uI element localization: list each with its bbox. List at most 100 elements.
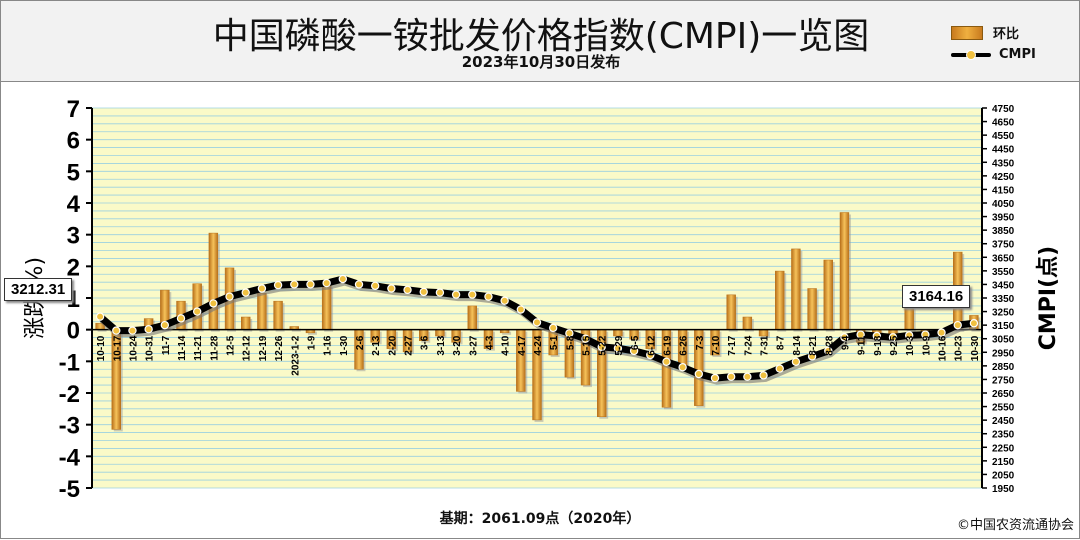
right-tick-label: 2850: [992, 362, 1015, 373]
category-label: 3-27: [468, 335, 479, 355]
category-label: 6-19: [662, 335, 673, 355]
right-tick-label: 3950: [992, 213, 1015, 224]
cmpi-point: [95, 312, 105, 321]
legend: 环比 CMPI: [951, 21, 1061, 71]
cmpi-point: [904, 331, 914, 340]
category-label: 10-31: [145, 335, 156, 361]
category-label: 1-30: [339, 335, 350, 355]
cmpi-point: [112, 326, 121, 335]
left-tick-label: 7: [67, 96, 80, 123]
cmpi-point: [613, 344, 623, 353]
category-label: 9-4: [840, 335, 851, 350]
category-label: 11-7: [161, 335, 172, 355]
bar-swatch-icon: [951, 25, 983, 40]
right-tick-label: 2450: [992, 416, 1015, 427]
cmpi-point: [209, 299, 218, 308]
right-tick-label: 3650: [992, 253, 1015, 264]
category-label: 10-10: [96, 335, 107, 361]
category-label: 8-21: [808, 335, 819, 355]
right-tick-label: 2150: [992, 457, 1015, 468]
category-label: 6-12: [646, 335, 657, 355]
legend-item-line: CMPI: [951, 47, 1036, 62]
category-label: 4-17: [517, 335, 528, 355]
chart-subtitle: 2023年10月30日发布: [461, 53, 621, 71]
bar: [791, 248, 801, 330]
category-label: 10-30: [970, 335, 981, 361]
right-axis-label: CMPI(点): [1035, 246, 1061, 350]
cmpi-point: [354, 280, 364, 289]
category-label: 5-22: [598, 335, 609, 355]
cmpi-point: [306, 280, 315, 289]
category-label: 10-24: [128, 335, 139, 361]
cmpi-point: [629, 346, 639, 356]
cmpi-point: [678, 363, 687, 372]
cmpi-point: [775, 364, 784, 373]
left-tick-label: 3: [67, 223, 80, 250]
left-tick-label: 0: [67, 318, 80, 345]
category-label: 2023-1-2: [290, 335, 301, 375]
cmpi-point: [370, 281, 380, 290]
category-label: 10-23: [954, 335, 965, 361]
right-tick-label: 3250: [992, 308, 1015, 319]
right-tick-label: 3550: [992, 267, 1015, 278]
left-tick-label: -5: [59, 476, 80, 503]
right-tick-label: 1950: [992, 484, 1015, 495]
end-value-callout: 3164.16: [902, 285, 971, 308]
left-tick-label: 4: [67, 191, 81, 218]
right-tick-label: 2650: [992, 389, 1015, 400]
category-label: 8-7: [776, 335, 787, 350]
category-label: 2-20: [387, 335, 398, 355]
cmpi-point: [548, 323, 558, 333]
category-label: 8-14: [792, 335, 803, 355]
cmpi-point: [532, 318, 542, 327]
bar-shadow: [502, 331, 512, 335]
cmpi-point: [322, 278, 331, 288]
cmpi-point: [500, 296, 509, 305]
category-label: 9-25: [889, 335, 900, 355]
bar: [726, 294, 736, 330]
right-tick-label: 4650: [992, 118, 1015, 129]
bar: [807, 288, 817, 330]
category-label: 4-10: [501, 335, 512, 355]
right-tick-label: 3750: [992, 240, 1015, 251]
category-label: 10-3: [905, 335, 916, 355]
start-value-callout: 3212.31: [4, 278, 73, 301]
bar: [742, 316, 753, 330]
left-tick-label: -2: [59, 381, 80, 408]
bar-shadow: [308, 331, 317, 335]
category-label: 5-1: [549, 335, 560, 350]
cmpi-point: [225, 292, 234, 301]
bar: [839, 212, 850, 330]
cmpi-point: [807, 352, 817, 361]
cmpi-point: [969, 319, 979, 328]
cmpi-point: [387, 284, 396, 293]
bar: [257, 293, 267, 330]
bar: [467, 305, 477, 330]
header-panel: 中国磷酸一铵批发价格指数(CMPI)一览图 2023年10月30日发布 环比 C…: [0, 0, 1080, 82]
cmpi-point: [290, 280, 299, 289]
bar: [904, 304, 914, 330]
category-label: 1-9: [306, 335, 317, 350]
category-label: 9-11: [857, 335, 868, 355]
right-tick-label: 4050: [992, 199, 1015, 210]
cmpi-point: [921, 330, 930, 339]
right-tick-label: 3050: [992, 335, 1015, 346]
right-tick-label: 2550: [992, 403, 1015, 414]
category-label: 11-28: [209, 335, 220, 360]
left-tick-label: -3: [59, 413, 80, 440]
cmpi-point: [128, 326, 137, 335]
cmpi-point: [791, 357, 801, 366]
bar: [273, 300, 283, 330]
category-label: 7-31: [760, 335, 771, 355]
category-label: 6-26: [679, 335, 690, 355]
left-tick-label: 5: [67, 159, 80, 186]
legend-item-bar: 环比: [951, 23, 1019, 42]
category-label: 6-5: [630, 335, 641, 350]
left-tick-label: 6: [67, 128, 80, 155]
cmpi-point: [662, 357, 671, 366]
cmpi-point: [840, 333, 849, 342]
cmpi-point: [726, 372, 736, 381]
category-label: 7-10: [711, 335, 722, 355]
category-label: 2-6: [355, 335, 366, 350]
